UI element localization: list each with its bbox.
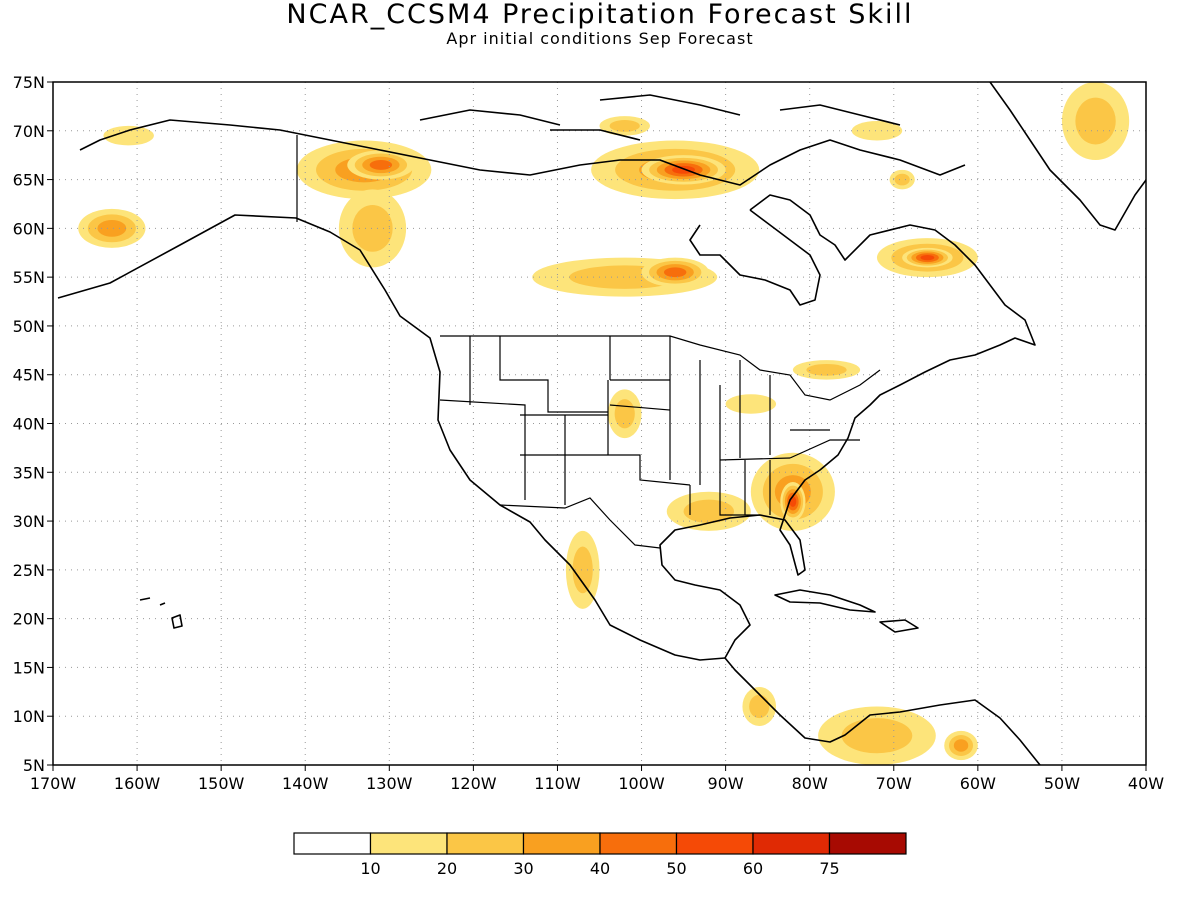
colorbar-label: 20 bbox=[437, 859, 457, 878]
lat-label: 65N bbox=[13, 171, 45, 190]
colorbar-label: 30 bbox=[513, 859, 533, 878]
us-canada-border bbox=[440, 335, 881, 401]
lat-label: 5N bbox=[23, 756, 45, 775]
colorbar-swatch bbox=[828, 832, 907, 855]
skill-shading-layer bbox=[78, 82, 1130, 765]
arctic-islands bbox=[419, 94, 901, 141]
colorbar-swatch bbox=[675, 832, 754, 855]
lon-label: 40W bbox=[1128, 774, 1164, 793]
colorbar-label: 50 bbox=[666, 859, 686, 878]
longitude-labels: 170W 160W 150W 140W 130W 120W 110W 100W 90W 80W 70… bbox=[30, 765, 1164, 793]
skill-region-yukon-core-level-4 bbox=[369, 160, 393, 170]
lat-label: 35N bbox=[13, 463, 45, 482]
skill-region-alaska-north-level-1 bbox=[103, 125, 154, 146]
lon-label: 70W bbox=[876, 774, 912, 793]
colorbar-swatch bbox=[369, 832, 448, 855]
lon-label: 170W bbox=[30, 774, 77, 793]
skill-region-michigan-level-1 bbox=[725, 394, 777, 414]
lat-label: 50N bbox=[13, 317, 45, 336]
state-border-layer bbox=[296, 135, 881, 549]
lat-label: 10N bbox=[13, 707, 45, 726]
colorbar-swatch bbox=[522, 832, 601, 855]
lon-label: 150W bbox=[198, 774, 245, 793]
lat-label: 55N bbox=[13, 268, 45, 287]
lat-label: 30N bbox=[13, 512, 45, 531]
greenland-coastline bbox=[989, 82, 1146, 231]
us-mexico-border bbox=[499, 497, 661, 549]
lat-label: 15N bbox=[13, 658, 45, 677]
skill-region-greenland-level-2 bbox=[1075, 97, 1116, 145]
skill-region-labrador-north-level-2 bbox=[894, 173, 910, 186]
lon-label: 60W bbox=[960, 774, 996, 793]
latitude-labels: 75N 70N 65N 60N 55N 50N 45N 40N 35N 30N 25N 20N 15N 1… bbox=[13, 73, 53, 775]
hudson-bay-coastline bbox=[689, 209, 821, 306]
skill-region-manitoba-core-level-4 bbox=[663, 267, 687, 278]
lat-label: 25N bbox=[13, 561, 45, 580]
colorbar-label: 40 bbox=[590, 859, 610, 878]
cuba-coastline bbox=[774, 589, 876, 613]
lat-label: 60N bbox=[13, 219, 45, 238]
colorbar-label: 10 bbox=[360, 859, 380, 878]
map-subtitle: Apr initial conditions Sep Forecast bbox=[446, 29, 754, 48]
colorbar: 10 20 30 40 50 60 75 bbox=[293, 832, 907, 878]
skill-region-quebec-core-level-5 bbox=[920, 254, 935, 261]
lon-label: 110W bbox=[534, 774, 581, 793]
gridlines bbox=[53, 82, 1146, 765]
lon-label: 140W bbox=[282, 774, 329, 793]
lon-label: 120W bbox=[450, 774, 497, 793]
skill-region-alaska-west-level-3 bbox=[97, 219, 127, 237]
lat-label: 40N bbox=[13, 415, 45, 434]
skill-region-central-america-level-2 bbox=[749, 694, 770, 719]
colorbar-label: 60 bbox=[743, 859, 763, 878]
skill-region-baffin-north-level-2 bbox=[609, 120, 640, 132]
colorbar-swatch bbox=[293, 832, 372, 855]
lat-label: 70N bbox=[13, 122, 45, 141]
colorbar-swatch bbox=[446, 832, 525, 855]
hawaii-coastline bbox=[139, 597, 183, 629]
lat-label: 45N bbox=[13, 366, 45, 385]
colorbar-swatch bbox=[752, 832, 831, 855]
skill-region-ontario-south-level-2 bbox=[806, 363, 847, 376]
skill-region-southeast-core-level-5 bbox=[789, 496, 797, 507]
arctic-coastline bbox=[79, 119, 966, 186]
skill-region-mexico-west-level-2 bbox=[572, 546, 593, 594]
lon-label: 80W bbox=[792, 774, 828, 793]
us-state-lines bbox=[439, 336, 860, 516]
yucatan-gulf-coastline bbox=[659, 194, 1036, 659]
skill-region-venezuela-level-3 bbox=[953, 739, 969, 752]
lat-label: 75N bbox=[13, 73, 45, 92]
map-title: NCAR_CCSM4 Precipitation Forecast Skill bbox=[286, 0, 914, 30]
skill-region-baffin-east-level-1 bbox=[851, 121, 903, 141]
lon-label: 130W bbox=[366, 774, 413, 793]
colorbar-label: 75 bbox=[819, 859, 839, 878]
north-america-coastline bbox=[57, 214, 1041, 765]
skill-region-bc-coast-level-2 bbox=[352, 204, 393, 252]
lon-label: 50W bbox=[1044, 774, 1080, 793]
hispaniola-coastline bbox=[879, 619, 919, 633]
lat-label: 20N bbox=[13, 610, 45, 629]
coastline-layer bbox=[57, 82, 1146, 765]
lon-label: 100W bbox=[618, 774, 665, 793]
lon-label: 90W bbox=[708, 774, 744, 793]
skill-region-colombia-level-2 bbox=[841, 718, 913, 754]
lon-label: 160W bbox=[114, 774, 161, 793]
skill-region-gulf-coast-level-2 bbox=[683, 499, 735, 524]
colorbar-swatch bbox=[599, 832, 678, 855]
